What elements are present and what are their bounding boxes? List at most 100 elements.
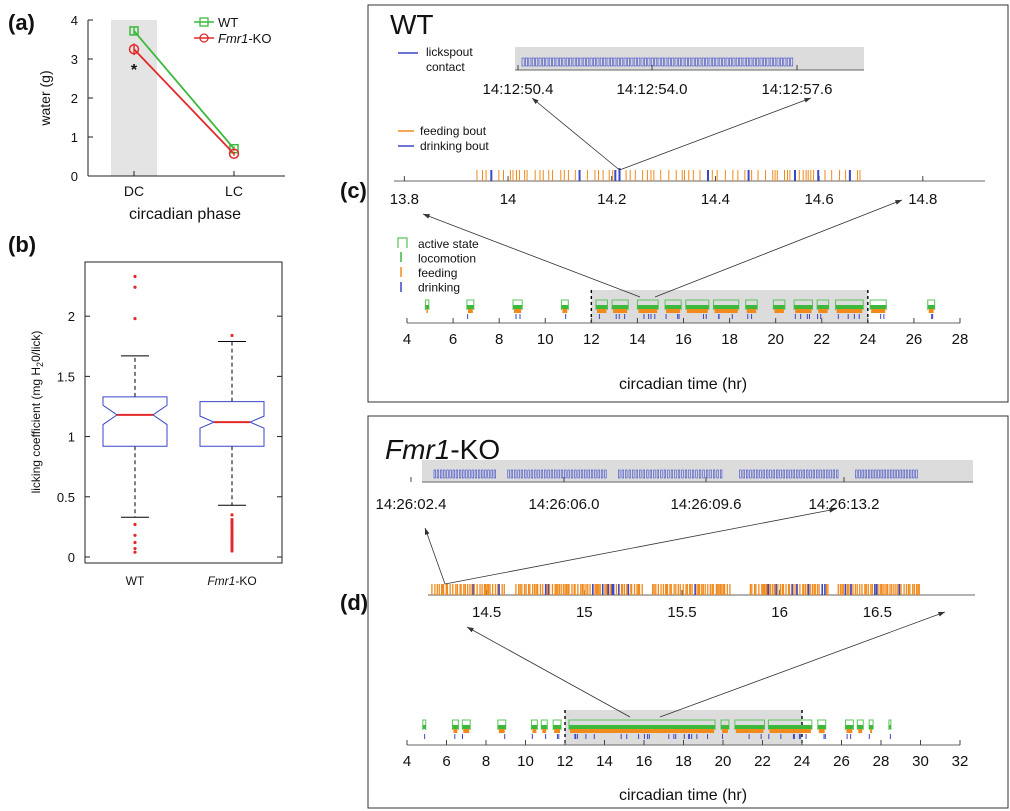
lickspout-contact-mark bbox=[618, 469, 621, 479]
locomotion-bout bbox=[595, 305, 608, 309]
feeding-bout bbox=[569, 729, 715, 733]
lickspout-contact-mark bbox=[642, 469, 645, 479]
locomotion-bout bbox=[713, 305, 739, 309]
x-tick-label: 8 bbox=[495, 331, 503, 348]
feeding-bout bbox=[746, 309, 757, 313]
x-tick-label-italic: Fmr1 bbox=[207, 574, 235, 588]
panel-d-title-suffix: -KO bbox=[450, 434, 500, 465]
lickspout-contact-mark bbox=[667, 469, 670, 479]
locomotion-bout bbox=[745, 305, 758, 309]
legend-label-suffix: -KO bbox=[248, 31, 271, 46]
panel-a-label: (a) bbox=[8, 10, 35, 35]
lickspout-contact-mark bbox=[759, 57, 763, 67]
lickspout-contact-mark bbox=[632, 469, 635, 479]
lickspout-contact-mark bbox=[880, 469, 883, 479]
x-tick-label: 10 bbox=[537, 331, 554, 348]
lickspout-contact-mark bbox=[481, 469, 484, 479]
panel-d-label: (d) bbox=[340, 590, 368, 615]
x-tick-label: 16 bbox=[636, 753, 653, 770]
lickspout-contact-mark bbox=[552, 57, 556, 67]
y-tick-label: 3 bbox=[71, 52, 78, 67]
locomotion-bout bbox=[817, 725, 826, 729]
panel-d-title-italic: Fmr1 bbox=[385, 434, 450, 465]
lickspout-contact-mark bbox=[436, 469, 440, 479]
legend-label: drinking bbox=[418, 281, 460, 295]
lickspout-contact-mark bbox=[477, 469, 481, 479]
feeding-bout bbox=[532, 729, 537, 733]
lickspout-contact-mark bbox=[660, 469, 663, 479]
lickspout-contact-mark bbox=[667, 57, 671, 67]
outlier-point bbox=[133, 274, 137, 279]
lickspout-contact-mark bbox=[545, 57, 549, 67]
lickspout-contact-mark bbox=[698, 469, 702, 479]
lickspout-contact-mark bbox=[905, 469, 909, 479]
locomotion-bout bbox=[512, 305, 523, 309]
lickspout-contact-mark bbox=[718, 57, 722, 67]
lickspout-contact-mark bbox=[663, 469, 667, 479]
zoom-connector-line bbox=[619, 97, 812, 171]
lickspout-contact-mark bbox=[570, 469, 574, 479]
outlier-point bbox=[133, 285, 137, 289]
lickspout-contact-mark bbox=[528, 57, 532, 67]
x-tick-label: 12 bbox=[583, 331, 600, 348]
panel-d-frame bbox=[367, 415, 1009, 809]
feeding-bout bbox=[858, 729, 863, 733]
lickspout-contact-mark bbox=[746, 469, 749, 479]
lick-zoom-shade bbox=[515, 47, 864, 70]
lickspout-contact-mark bbox=[688, 57, 692, 67]
lickspout-contact-mark bbox=[623, 57, 627, 67]
x-tick-label: 13.8 bbox=[390, 191, 419, 208]
y-tick-label: 2 bbox=[68, 309, 75, 324]
locomotion-bout bbox=[869, 725, 874, 729]
lickspout-contact-mark bbox=[792, 469, 795, 479]
lickspout-contact-mark bbox=[534, 469, 537, 479]
lickspout-contact-mark bbox=[786, 57, 790, 67]
x-tick-label: 22 bbox=[754, 753, 771, 770]
y-axis-title-tail: 0/lick) bbox=[29, 331, 43, 362]
lickspout-contact-mark bbox=[530, 469, 534, 479]
zoom-connector-line bbox=[422, 213, 641, 298]
y-tick-label: 1 bbox=[71, 130, 78, 145]
lickspout-contact-mark bbox=[871, 469, 874, 479]
lickspout-contact-mark bbox=[647, 57, 651, 67]
outlier-point bbox=[230, 542, 234, 546]
legend-label: active state bbox=[418, 237, 479, 251]
series-line bbox=[133, 48, 235, 155]
feeding-bout bbox=[714, 309, 738, 313]
lickspout-contact-mark bbox=[766, 469, 769, 479]
x-tick-label: 14.2 bbox=[597, 191, 626, 208]
lickspout-contact-mark bbox=[606, 57, 610, 67]
panel-b-label: (b) bbox=[8, 232, 36, 257]
lickspout-contact-mark bbox=[564, 469, 567, 479]
locomotion-bout bbox=[870, 305, 887, 309]
feeding-bout bbox=[554, 729, 561, 733]
y-axis-title: licking coefficient (mg H20/lick) bbox=[29, 331, 45, 494]
x-tick-label: 16 bbox=[675, 331, 692, 348]
lickspout-contact-mark bbox=[525, 57, 528, 67]
lickspout-contact-mark bbox=[678, 57, 681, 67]
lickspout-contact-mark bbox=[524, 469, 527, 479]
feeding-bout bbox=[769, 729, 811, 733]
x-tick-label: 6 bbox=[449, 331, 457, 348]
x-tick-label: 14:12:54.0 bbox=[617, 81, 688, 98]
lickspout-contact-mark bbox=[507, 469, 510, 479]
x-tick-label-suffix: -KO bbox=[235, 574, 256, 588]
lickspout-contact-mark bbox=[716, 469, 719, 479]
lickspout-contact-mark bbox=[893, 469, 896, 479]
lickspout-contact-mark bbox=[579, 57, 583, 67]
lickspout-contact-mark bbox=[877, 469, 880, 479]
x-axis-title: circadian phase bbox=[129, 206, 241, 223]
lickspout-contact-mark bbox=[729, 57, 732, 67]
data-point bbox=[128, 44, 140, 55]
notched-box bbox=[102, 396, 168, 447]
lickspout-contact-mark bbox=[826, 469, 829, 479]
significance-asterisk: * bbox=[131, 62, 138, 79]
lickspout-contact-mark bbox=[603, 57, 607, 67]
lickspout-contact-mark bbox=[625, 469, 628, 479]
lickspout-contact-mark bbox=[789, 469, 792, 479]
lickspout-contact-mark bbox=[637, 57, 641, 67]
x-axis-title: circadian time (hr) bbox=[619, 376, 747, 393]
locomotion-bout bbox=[612, 305, 629, 309]
lickspout-contact-mark bbox=[576, 57, 579, 67]
lickspout-contact-mark bbox=[783, 57, 787, 67]
